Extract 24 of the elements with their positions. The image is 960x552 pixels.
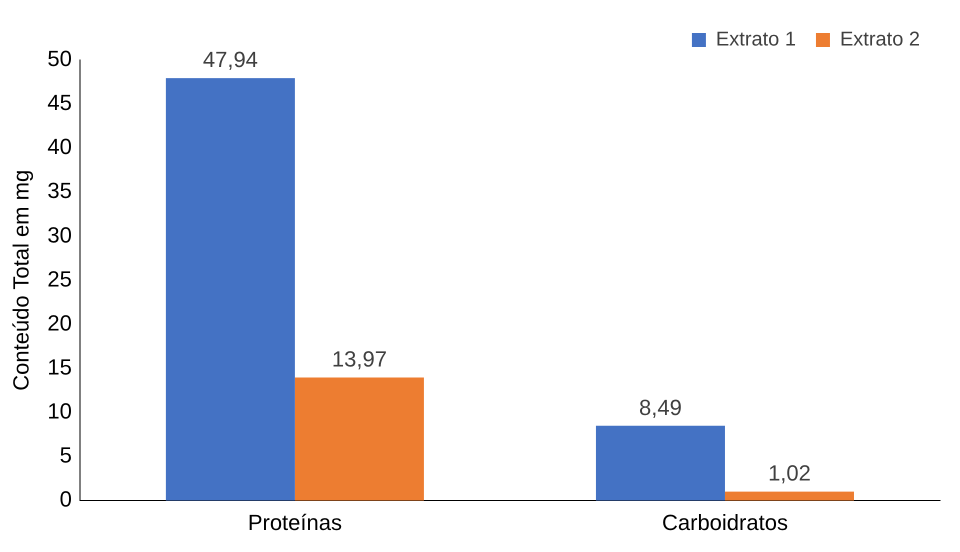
x-tick-label: Carboidratos (662, 510, 788, 535)
bar (294, 377, 424, 501)
data-label: 47,94 (202, 47, 258, 72)
y-tick-label: 10 (47, 398, 72, 424)
data-label: 8,49 (639, 394, 682, 420)
data-label: 1,02 (768, 460, 811, 486)
y-axis-title: Conteúdo Total em mg (8, 170, 34, 391)
legend-label: Extrato 2 (840, 28, 920, 51)
data-label: 13,97 (332, 346, 387, 372)
y-tick-label: 30 (47, 222, 72, 248)
y-tick-label: 0 (60, 486, 72, 512)
y-tick-label: 45 (47, 90, 72, 116)
y-tick-label: 35 (47, 178, 72, 204)
y-tick-label: 15 (47, 354, 72, 380)
y-tick-label: 5 (60, 442, 72, 468)
y-tick-label: 20 (47, 310, 72, 336)
bar (596, 426, 725, 501)
y-tick-label: 50 (47, 46, 72, 72)
x-tick-label: Proteínas (248, 510, 342, 535)
bar (166, 78, 295, 501)
bar (724, 492, 854, 501)
y-tick-label: 25 (47, 266, 72, 292)
legend-label: Extrato 1 (716, 28, 796, 51)
y-tick-label: 40 (47, 134, 72, 160)
